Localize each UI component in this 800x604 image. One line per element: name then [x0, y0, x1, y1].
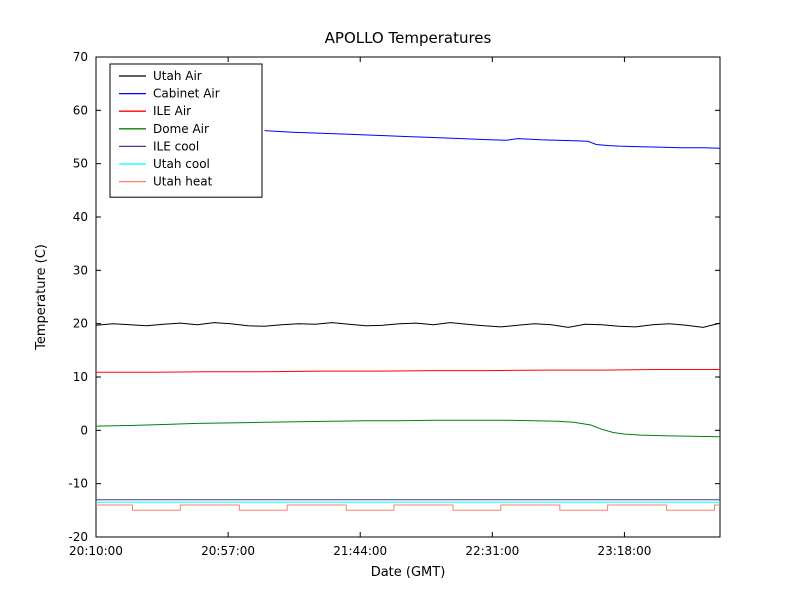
x-tick-label: 20:57:00 [201, 544, 255, 558]
legend: Utah Air Cabinet Air ILE Air Dome Air ILE co… [109, 63, 263, 198]
y-tick-label: 10 [73, 370, 88, 384]
y-tick-label: 60 [73, 103, 88, 117]
series-cabinet-air [264, 130, 721, 149]
chart-title: APOLLO Temperatures [325, 29, 492, 47]
series-utah-heat [96, 504, 720, 511]
legend-label: ILE Air [153, 104, 191, 118]
legend-label: Cabinet Air [153, 87, 220, 101]
series-ile-air [96, 369, 720, 373]
y-axis: -20 -10 0 10 20 30 40 50 60 70 [68, 50, 720, 544]
plot-area: -20 -10 0 10 20 30 40 50 60 70 20:10:00 20:57:00 21:… [68, 50, 721, 558]
series-dome-air [95, 419, 721, 438]
x-axis: 20:10:00 20:57:00 21:44:00 22:31:00 23:18:00 [69, 57, 651, 558]
y-tick-label: -10 [68, 477, 88, 491]
y-tick-label: 20 [73, 317, 88, 331]
y-axis-label: Temperature (C) [34, 244, 49, 351]
series-utah-air [95, 322, 721, 328]
x-tick-label: 23:18:00 [597, 544, 651, 558]
legend-label: ILE cool [153, 139, 199, 153]
y-tick-label: 40 [73, 210, 88, 224]
y-tick-label: -20 [68, 530, 88, 544]
x-tick-label: 22:31:00 [465, 544, 519, 558]
legend-label: Utah heat [153, 175, 213, 189]
legend-label: Dome Air [153, 122, 209, 136]
y-tick-label: 70 [73, 50, 88, 64]
y-tick-label: 30 [73, 263, 88, 277]
y-tick-label: 0 [80, 423, 88, 437]
x-tick-label: 20:10:00 [69, 544, 123, 558]
legend-label: Utah cool [153, 157, 210, 171]
legend-box [109, 63, 263, 198]
x-tick-label: 21:44:00 [333, 544, 387, 558]
x-axis-label: Date (GMT) [371, 565, 446, 580]
y-tick-label: 50 [73, 157, 88, 171]
legend-label: Utah Air [153, 69, 202, 83]
